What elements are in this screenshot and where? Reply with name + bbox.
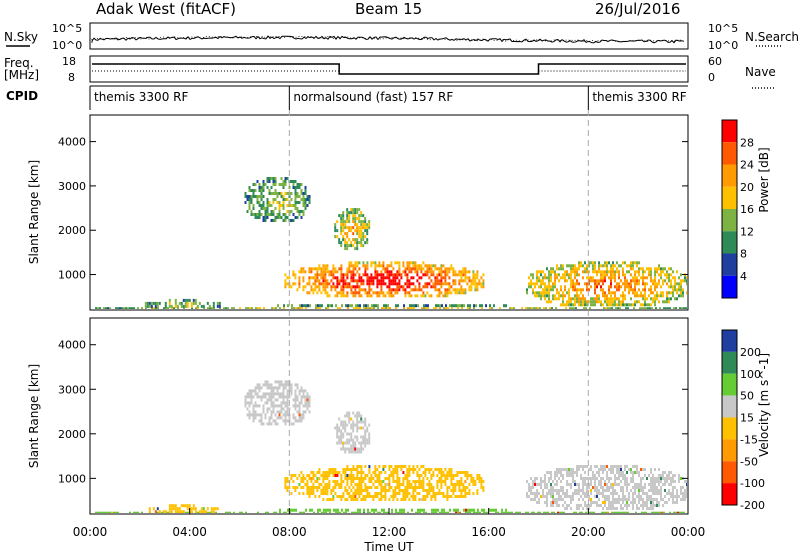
time-axis-label: Time UT (363, 540, 414, 554)
colorbar-tick-label: 4 (740, 270, 747, 283)
colorbar-swatch (722, 417, 737, 440)
velocity-colorbar-label: Velocity [m s^-1] (757, 353, 771, 457)
noise-right-label: N.Search (745, 30, 799, 44)
colorbar-swatch (722, 253, 737, 276)
freq-left-label-1: Freq. (4, 56, 34, 70)
freq-left-tick-bottom: 8 (68, 71, 75, 84)
cpid-segment-label: themis 3300 RF (592, 90, 686, 104)
scatter-region-late-band (526, 261, 687, 307)
ytick-label: 4000 (58, 339, 86, 352)
colorbar-swatch (722, 275, 737, 298)
colorbar-tick-label: -200 (740, 499, 765, 512)
ytick-label: 2000 (58, 224, 86, 237)
power-panel: Slant Range [km] 1000 2000 3000 4000 28 24 20… (27, 114, 771, 311)
scatter-region-mid-arc (334, 208, 371, 251)
frequency-panel: Freq. [MHz] Nave 18 8 60 0 (4, 55, 776, 89)
colorbar-tick-label: 28 (740, 136, 754, 149)
noise-panel: N.Sky N.Search 10^5 10^0 10^5 10^0 (4, 22, 799, 52)
colorbar-tick-label: 16 (740, 203, 754, 216)
frequency-line (92, 63, 686, 75)
colorbar-swatch (722, 231, 737, 254)
scatter-region-early-blob (144, 298, 221, 308)
time-tick-label: 12:00 (372, 525, 407, 539)
time-tick-label: 08:00 (272, 525, 307, 539)
scatter-region-ground-scatter-band (95, 304, 687, 309)
colorbar-swatch (722, 120, 737, 143)
power-ylabel: Slant Range [km] (27, 160, 41, 264)
noise-ytick-bottom: 10^0 (52, 39, 82, 52)
cpid-segment-label: themis 3300 RF (94, 90, 188, 104)
noise-left-label: N.Sky (4, 30, 38, 44)
freq-left-label-2: [MHz] (4, 68, 39, 82)
colorbar-swatch (722, 395, 737, 418)
colorbar-tick-label: -100 (740, 477, 765, 490)
freq-left-tick-top: 18 (62, 55, 76, 68)
cpid-panel: CPID themis 3300 RF normalsound (fast) 15… (6, 85, 688, 110)
scatter-region-late-band (526, 465, 687, 510)
colorbar-swatch (722, 439, 737, 462)
scatter-region-main-band (284, 261, 485, 298)
colorbar-swatch (722, 209, 737, 232)
scatter-region-early-blob (148, 504, 219, 513)
colorbar-tick-label: 20 (740, 181, 754, 194)
colorbar-tick-label: 50 (740, 390, 754, 403)
colorbar-tick-label: 8 (740, 248, 747, 261)
colorbar-swatch (722, 186, 737, 209)
colorbar-tick-label: 15 (740, 412, 754, 425)
noise-ytick-bottom-right: 10^0 (708, 39, 738, 52)
scatter-region-mid-arc (334, 411, 371, 454)
cpid-segment-label: normalsound (fast) 157 RF (293, 90, 453, 104)
noise-ytick-top: 10^5 (52, 22, 82, 35)
time-axis: 00:00 04:00 08:00 12:00 16:00 20:00 00:00 (73, 508, 706, 539)
freq-right-tick-top: 60 (708, 55, 722, 68)
date-title: 26/Jul/2016 (595, 0, 680, 18)
freq-right-tick-bottom: 0 (708, 71, 715, 84)
colorbar-tick-label: 200 (740, 346, 761, 359)
colorbar-swatch (722, 330, 737, 352)
colorbar-tick-label: 100 (740, 368, 761, 381)
colorbar-swatch (722, 351, 737, 374)
noise-search-line (91, 35, 684, 43)
time-tick-label: 00:00 (73, 525, 108, 539)
ytick-label: 1000 (58, 472, 86, 485)
cpid-label: CPID (6, 89, 38, 103)
time-tick-label: 16:00 (471, 525, 506, 539)
colorbar-frame (721, 119, 738, 299)
time-tick-label: 04:00 (172, 525, 207, 539)
colorbar-frame (721, 329, 738, 506)
freq-right-label: Nave (745, 65, 776, 79)
velocity-ylabel: Slant Range [km] (27, 364, 41, 468)
colorbar-tick-label: 24 (740, 159, 754, 172)
colorbar-tick-label: -15 (740, 433, 758, 446)
ytick-label: 1000 (58, 269, 86, 282)
noise-sky-line (91, 35, 685, 44)
beam-title: Beam 15 (355, 0, 422, 18)
colorbar-swatch (722, 142, 737, 165)
colorbar-swatch (722, 483, 737, 505)
ytick-label: 2000 (58, 428, 86, 441)
time-tick-label: 00:00 (671, 525, 706, 539)
ytick-label: 4000 (58, 136, 86, 149)
time-tick-label: 20:00 (571, 525, 606, 539)
colorbar-tick-label: 12 (740, 225, 754, 238)
scatter-region-main-band (284, 465, 485, 501)
colorbar-swatch (722, 164, 737, 187)
ytick-label: 3000 (58, 180, 86, 193)
station-title: Adak West (fitACF) (96, 0, 236, 18)
ytick-label: 3000 (58, 383, 86, 396)
scatter-region-upper-arc (244, 177, 311, 222)
colorbar-swatch (722, 461, 737, 484)
velocity-panel: Slant Range [km] 1000 2000 3000 4000 200 100… (27, 317, 771, 515)
colorbar-tick-label: -50 (740, 455, 758, 468)
colorbar-swatch (722, 373, 737, 396)
scatter-region-upper-arc (244, 380, 311, 426)
power-colorbar-label: Power [dB] (757, 147, 771, 212)
noise-ytick-top-right: 10^5 (708, 22, 738, 35)
